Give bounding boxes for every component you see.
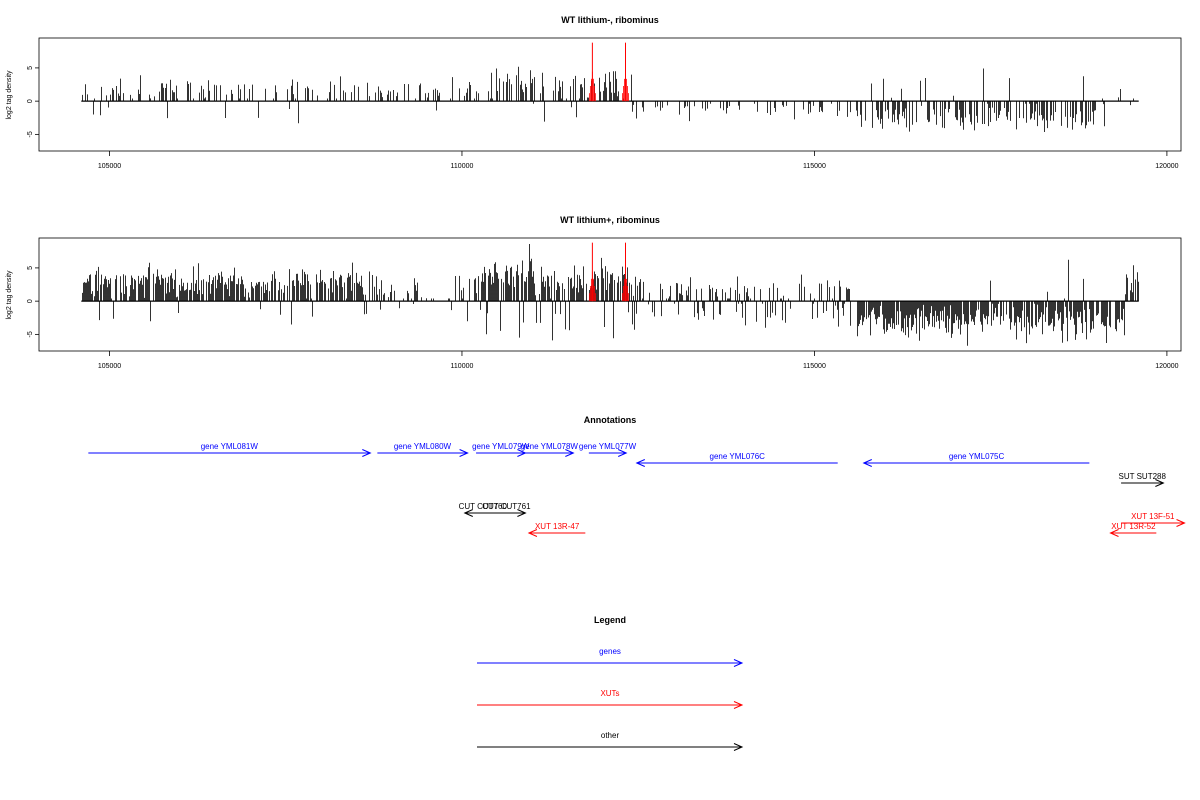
feature-label: gene YML079W <box>472 442 530 451</box>
axes: -5 0 5 105000 110000 115000 120000 <box>27 66 1179 170</box>
plot-frame <box>38 237 1182 352</box>
feature-label: XUT 13R-47 <box>535 522 580 531</box>
legend-title: Legend <box>594 615 626 625</box>
annotations-title: Annotations <box>584 415 637 425</box>
plot-frame <box>38 37 1182 152</box>
arrow-head <box>733 701 744 709</box>
arrow-head <box>362 449 372 457</box>
highlight-lines <box>588 242 629 302</box>
track-title: WT lithium+, ribominus <box>560 215 660 225</box>
feature-arrow: CUT CUT761 <box>482 502 531 517</box>
y-tick-label: 0 <box>27 299 34 303</box>
feature-label: gene YML078W <box>521 442 579 451</box>
feature-label: gene YML077W <box>579 442 637 451</box>
feature-arrow: gene YML077W <box>579 442 637 457</box>
y-axis-label: log2 tag density <box>6 270 13 320</box>
feature-label: XUT 13R-52 <box>1111 522 1156 531</box>
arrow-head <box>635 459 645 467</box>
x-tick-label: 110000 <box>451 163 474 170</box>
track-lithium-plus: WT lithium+, ribominus log2 tag density … <box>6 215 1182 370</box>
feature-label: SUT SUT288 <box>1119 472 1167 481</box>
feature-arrow: XUT 13F-51 <box>1121 512 1186 527</box>
tag-density-bars <box>82 66 1134 132</box>
feature-arrow: gene YML079W <box>472 442 530 457</box>
x-tick-label: 115000 <box>803 163 826 170</box>
arrow-head <box>1176 519 1186 527</box>
x-tick-label: 105000 <box>98 363 121 370</box>
y-tick-label: 5 <box>27 66 34 70</box>
legend-item: XUTs <box>477 689 744 709</box>
feature-arrow: gene YML076C <box>635 452 838 467</box>
feature-arrow: gene YML081W <box>88 442 372 457</box>
feature-label: CUT CUT760 <box>459 502 508 511</box>
arrow-head <box>527 529 538 537</box>
x-tick-label: 110000 <box>451 363 474 370</box>
feature-arrow: XUT 13R-47 <box>527 522 586 537</box>
arrow-head <box>565 449 575 457</box>
feature-label: gene YML081W <box>201 442 259 451</box>
feature-arrow: SUT SUT288 <box>1119 472 1167 487</box>
annotations-panel: Annotations gene YML081W gene YML080W gene… <box>88 415 1186 537</box>
arrow-head <box>517 509 527 517</box>
arrow-head <box>733 659 744 667</box>
arrow-head <box>1155 479 1165 487</box>
feature-arrow: XUT 13R-52 <box>1109 522 1157 537</box>
arrow-head <box>463 509 473 517</box>
density-bars <box>81 244 1139 346</box>
arrow-head <box>862 459 872 467</box>
legend-item: genes <box>477 647 744 667</box>
arrow-head <box>1109 529 1119 537</box>
axes: -5 0 5 105000 110000 115000 120000 <box>27 266 1179 370</box>
y-axis-label: log2 tag density <box>6 70 13 120</box>
track-title: WT lithium-, ribominus <box>561 15 659 25</box>
feature-arrow: gene YML075C <box>862 452 1090 467</box>
legend: Legend genes XUTs other <box>477 615 744 751</box>
x-tick-label: 120000 <box>1155 163 1178 170</box>
arrow-head <box>517 449 527 457</box>
legend-items: genes XUTs other <box>477 647 744 751</box>
legend-item: other <box>477 731 744 751</box>
highlight-lines <box>588 42 629 102</box>
feature-arrow: gene YML078W <box>521 442 579 457</box>
y-tick-label: -5 <box>27 331 34 337</box>
legend-label: XUTs <box>600 689 619 698</box>
y-tick-label: -5 <box>27 131 34 137</box>
arrow-head <box>459 449 469 457</box>
feature-label: gene YML076C <box>710 452 766 461</box>
y-tick-label: 5 <box>27 266 34 270</box>
x-tick-label: 120000 <box>1155 363 1178 370</box>
arrow-head <box>618 449 628 457</box>
feature-label: gene YML080W <box>394 442 452 451</box>
feature-label: CUT CUT761 <box>482 502 531 511</box>
feature-label: gene YML075C <box>949 452 1005 461</box>
arrow-head <box>733 743 744 751</box>
feature-arrow: gene YML080W <box>377 442 469 457</box>
density-bars <box>81 66 1139 132</box>
x-tick-label: 105000 <box>98 163 121 170</box>
legend-label: genes <box>599 647 621 656</box>
x-tick-label: 115000 <box>803 363 826 370</box>
y-tick-label: 0 <box>27 99 34 103</box>
feature-arrows: gene YML081W gene YML080W gene YML079Wgene… <box>88 442 1186 537</box>
feature-label: XUT 13F-51 <box>1131 512 1175 521</box>
tag-density-bars <box>82 244 1139 346</box>
legend-label: other <box>601 731 620 740</box>
track-lithium-minus: WT lithium-, ribominus log2 tag density … <box>6 15 1182 170</box>
